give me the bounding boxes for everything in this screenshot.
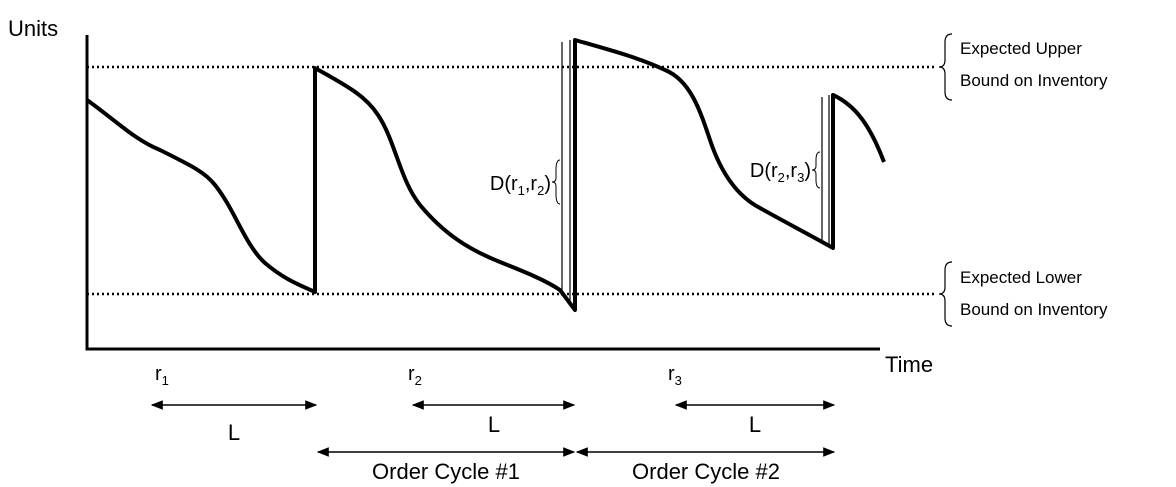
demand-label-sub: 2 [778,170,785,185]
review-point: r2 [408,363,422,388]
review-point: r3 [668,363,682,388]
demand-label-part: ) [804,160,811,182]
axes [85,35,880,351]
demand-label-part: D(r [750,160,778,182]
demand-brace [551,159,561,205]
upper-bound-text: Expected Upper [960,39,1082,58]
order-cycle-label: Order Cycle #2 [632,459,780,484]
lower-brace [938,261,953,327]
demand-label-part: ) [544,173,551,195]
review-sub: 2 [415,373,422,388]
review-base: r [408,363,415,385]
y-axis-label: Units [8,16,58,41]
lower-bound-text: Bound on Inventory [960,300,1108,319]
inventory-curve [85,38,886,312]
review-point: r1 [155,363,169,388]
upper-brace [938,33,953,101]
upper-bound-text: Bound on Inventory [960,71,1108,90]
lower-bound-text: Expected Lower [960,268,1082,287]
review-sub: 1 [162,373,169,388]
demand-label-part: ,r [525,173,538,195]
lead-time-label: L [488,412,500,437]
demand-label-sub: 3 [797,170,804,185]
lead-time-label: L [228,420,240,445]
lead-time-label: L [749,412,761,437]
demand-brace [811,151,821,189]
demand-label-sub: 2 [537,183,544,198]
x-axis-label: Time [885,352,933,377]
review-sub: 3 [675,373,682,388]
review-base: r [668,363,675,385]
demand-label: D(r2,r3) [750,160,811,185]
review-base: r [155,363,162,385]
demand-label-part: ,r [785,160,798,182]
demand-label-sub: 1 [518,183,525,198]
order-cycle-label: Order Cycle #1 [372,459,520,484]
demand-label-part: D(r [490,173,518,195]
demand-label: D(r1,r2) [490,173,551,198]
